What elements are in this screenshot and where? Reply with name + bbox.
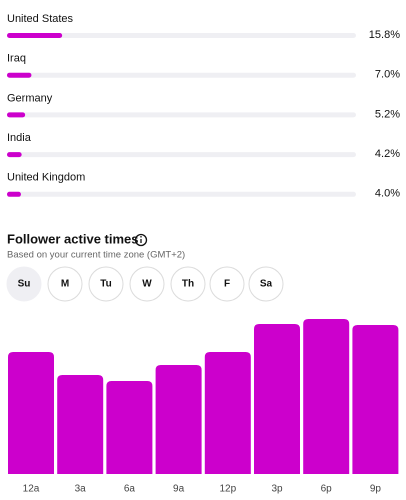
day-button[interactable] — [129, 266, 165, 302]
country-percent: 15.8% — [369, 29, 400, 41]
day-button[interactable] — [6, 266, 42, 302]
day-label[interactable]: W — [142, 279, 152, 290]
day-button[interactable] — [47, 266, 83, 302]
x-tick-label: 12a — [23, 484, 40, 495]
day-label[interactable]: Th — [182, 279, 194, 290]
day-button[interactable] — [170, 266, 206, 302]
day-label[interactable]: M — [61, 279, 69, 290]
section-subtitle: Based on your current time zone (GMT+2) — [7, 250, 185, 261]
bar — [155, 365, 202, 474]
progress-bar — [7, 72, 32, 78]
progress-track — [7, 191, 356, 197]
progress-bar — [7, 191, 21, 197]
country-percent: 4.2% — [375, 148, 400, 160]
x-tick-label: 9p — [370, 484, 382, 495]
x-tick-label: 12p — [219, 484, 236, 495]
progress-bar — [7, 33, 63, 38]
x-tick-label: 3a — [75, 484, 87, 495]
day-button[interactable] — [248, 266, 284, 302]
bar — [303, 319, 350, 474]
day-label[interactable]: Su — [18, 279, 31, 290]
country-percent: 5.2% — [375, 108, 400, 120]
bar — [254, 324, 300, 474]
day-label[interactable]: Sa — [260, 279, 273, 290]
day-button[interactable] — [209, 266, 245, 302]
bar — [352, 325, 399, 474]
progress-bar — [7, 112, 26, 118]
country-percent: 4.0% — [375, 188, 400, 200]
day-label[interactable]: Tu — [100, 279, 111, 290]
progress-track — [7, 72, 356, 78]
country-name: United Kingdom — [7, 172, 85, 184]
x-tick-label: 3p — [271, 484, 283, 495]
bar — [8, 352, 54, 474]
progress-track — [7, 33, 356, 38]
progress-track — [7, 152, 356, 158]
x-tick-label: 6p — [321, 484, 333, 495]
progress-bar — [7, 152, 22, 158]
day-label[interactable]: F — [224, 279, 230, 290]
progress-track — [7, 112, 356, 118]
info-icon[interactable] — [134, 233, 148, 247]
x-tick-label: 6a — [124, 484, 136, 495]
x-tick-label: 9a — [173, 484, 185, 495]
country-name: Germany — [7, 92, 53, 104]
section-title: Follower active times — [7, 231, 139, 246]
bar — [106, 381, 153, 474]
country-name: India — [7, 132, 32, 144]
bar — [204, 352, 251, 474]
country-name: United States — [7, 13, 74, 25]
country-percent: 7.0% — [375, 69, 400, 81]
country-name: Iraq — [7, 53, 26, 65]
day-button[interactable] — [88, 266, 124, 302]
bar — [57, 375, 104, 474]
